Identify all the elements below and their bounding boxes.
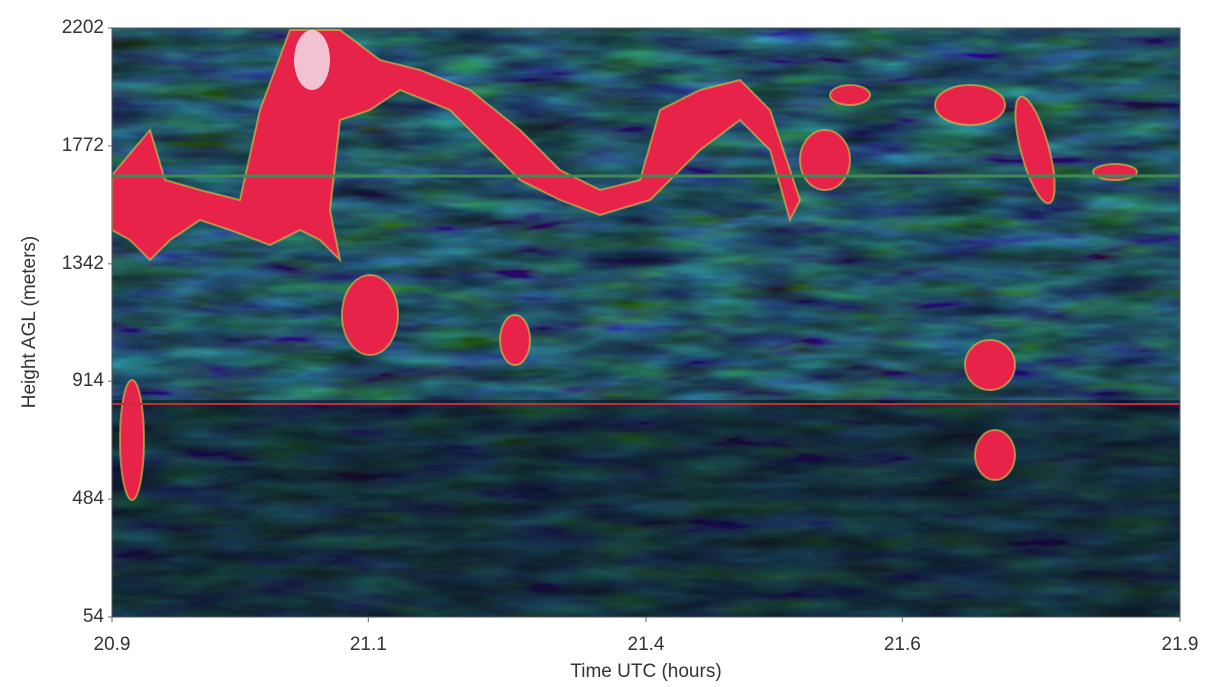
x-tick-label: 21.4 <box>628 634 665 655</box>
y-tick-label: 1342 <box>62 253 104 274</box>
y-axis-label: Height AGL (meters) <box>19 236 40 408</box>
x-tick-label: 21.1 <box>350 634 387 655</box>
y-tick-label: 54 <box>83 606 105 627</box>
y-tick-label: 484 <box>72 488 104 509</box>
x-tick-label: 21.6 <box>884 634 921 655</box>
y-tick-label: 914 <box>72 370 104 391</box>
y-tick-label: 2202 <box>62 17 104 38</box>
radar-image <box>112 28 1180 617</box>
x-tick-label: 20.9 <box>94 634 131 655</box>
x-axis-label: Time UTC (hours) <box>570 661 721 682</box>
x-tick-label: 21.9 <box>1162 634 1199 655</box>
y-tick-label: 1772 <box>62 135 104 156</box>
